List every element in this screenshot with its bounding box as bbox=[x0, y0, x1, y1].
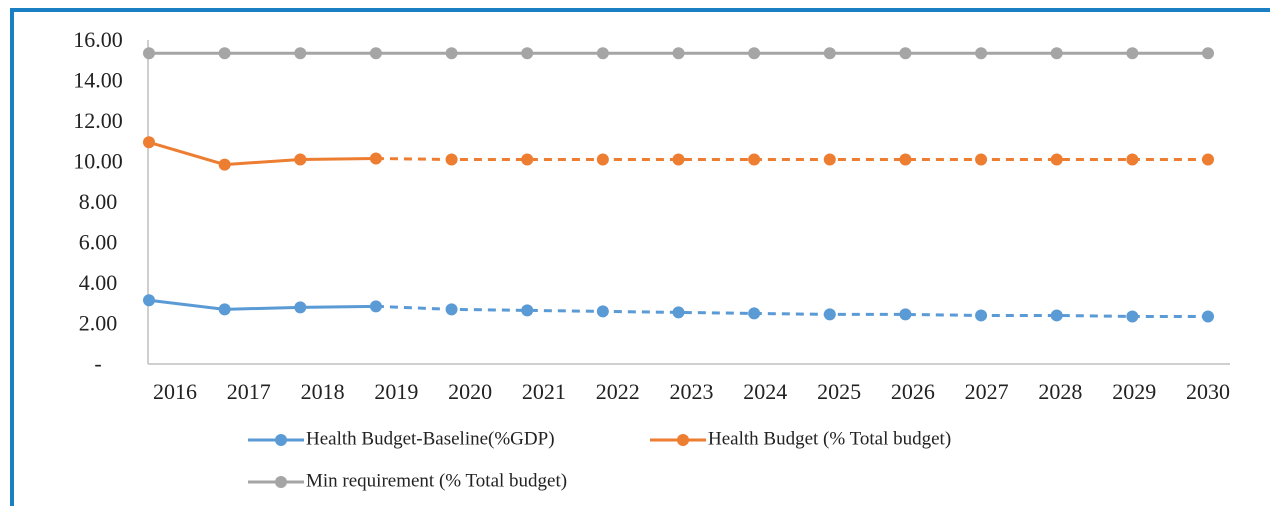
x-tick-label: 2021 bbox=[522, 379, 566, 404]
point bbox=[1050, 153, 1063, 166]
point bbox=[975, 153, 988, 166]
x-tick-label: 2016 bbox=[153, 379, 197, 404]
point bbox=[823, 153, 836, 166]
point bbox=[596, 305, 609, 318]
point bbox=[445, 153, 458, 166]
y-tick-label: 4.00 bbox=[79, 270, 118, 295]
point bbox=[369, 152, 382, 165]
point bbox=[294, 301, 307, 314]
point bbox=[143, 294, 155, 307]
x-tick-label: 2030 bbox=[1186, 379, 1230, 404]
point bbox=[596, 153, 609, 166]
y-tick-label: 2.00 bbox=[79, 311, 118, 336]
point bbox=[521, 304, 534, 317]
point bbox=[445, 47, 458, 60]
x-tick-label: 2018 bbox=[301, 379, 345, 404]
legend-marker bbox=[275, 434, 287, 446]
point bbox=[1126, 153, 1139, 166]
series-line bbox=[148, 298, 376, 311]
x-tick-label: 2026 bbox=[891, 379, 935, 404]
y-tick-label: 10.00 bbox=[73, 149, 123, 174]
legend-label: Health Budget-Baseline(%GDP) bbox=[306, 428, 555, 449]
point bbox=[748, 153, 761, 166]
y-tick-label: 8.00 bbox=[79, 189, 118, 214]
point bbox=[899, 47, 912, 60]
series-line bbox=[148, 140, 376, 167]
point bbox=[748, 47, 761, 60]
x-tick-label: 2017 bbox=[227, 379, 271, 404]
y-tick-label: - bbox=[94, 351, 101, 376]
x-tick-label: 2029 bbox=[1112, 379, 1156, 404]
point bbox=[218, 303, 231, 316]
legend-marker bbox=[677, 434, 689, 446]
point bbox=[1050, 47, 1063, 60]
point bbox=[1126, 310, 1139, 323]
point bbox=[143, 47, 155, 60]
point bbox=[369, 47, 382, 60]
point bbox=[748, 307, 761, 320]
projection-line bbox=[375, 304, 1208, 318]
x-tick-label: 2025 bbox=[817, 379, 861, 404]
y-tick-label: 16.00 bbox=[73, 27, 123, 52]
point bbox=[672, 306, 685, 319]
y-tick-label: 6.00 bbox=[79, 230, 118, 255]
point bbox=[143, 136, 155, 149]
x-tick-label: 2023 bbox=[670, 379, 714, 404]
point bbox=[672, 153, 685, 166]
legend-label: Health Budget (% Total budget) bbox=[708, 428, 951, 449]
point bbox=[1202, 310, 1214, 323]
point bbox=[975, 309, 988, 322]
point bbox=[1126, 47, 1139, 60]
point bbox=[294, 153, 307, 166]
point bbox=[521, 47, 534, 60]
legend-label: Min requirement (% Total budget) bbox=[306, 470, 567, 491]
y-tick-label: 14.00 bbox=[73, 68, 123, 93]
x-tick-label: 2022 bbox=[596, 379, 640, 404]
point bbox=[369, 300, 382, 313]
x-tick-label: 2019 bbox=[374, 379, 418, 404]
point bbox=[521, 153, 534, 166]
point bbox=[1202, 153, 1214, 166]
x-tick-label: 2027 bbox=[965, 379, 1009, 404]
x-tick-label: 2024 bbox=[743, 379, 787, 404]
point bbox=[294, 47, 307, 60]
point bbox=[975, 47, 988, 60]
point bbox=[1202, 47, 1214, 60]
point bbox=[899, 308, 912, 321]
point bbox=[596, 47, 609, 60]
point bbox=[218, 158, 231, 171]
legend-marker bbox=[275, 476, 287, 488]
y-tick-label: 12.00 bbox=[73, 108, 123, 133]
point bbox=[1050, 309, 1063, 322]
point bbox=[823, 47, 836, 60]
point bbox=[218, 47, 231, 60]
point bbox=[823, 308, 836, 321]
projection-line bbox=[375, 157, 1208, 162]
point bbox=[672, 47, 685, 60]
x-tick-label: 2020 bbox=[448, 379, 492, 404]
point bbox=[899, 153, 912, 166]
point bbox=[445, 303, 458, 316]
x-tick-label: 2028 bbox=[1038, 379, 1082, 404]
